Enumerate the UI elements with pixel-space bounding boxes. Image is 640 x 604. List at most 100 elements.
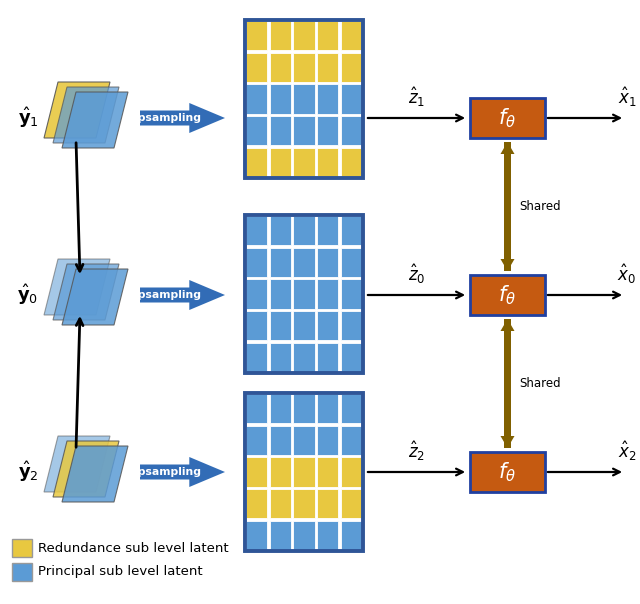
Bar <box>340 394 362 423</box>
Text: $\hat{x}_2$: $\hat{x}_2$ <box>618 440 636 463</box>
Bar <box>293 521 315 550</box>
Bar <box>270 311 291 340</box>
Bar <box>317 85 338 114</box>
Bar <box>245 393 363 551</box>
Bar <box>317 280 338 309</box>
Bar <box>246 521 268 550</box>
Bar <box>317 457 338 487</box>
Text: $\hat{x}_0$: $\hat{x}_0$ <box>618 262 637 286</box>
Text: Upsampling: Upsampling <box>129 113 201 123</box>
Bar <box>317 53 338 82</box>
Bar <box>340 457 362 487</box>
Text: $f_\theta$: $f_\theta$ <box>499 106 516 130</box>
Polygon shape <box>44 82 110 138</box>
Bar <box>317 116 338 145</box>
Polygon shape <box>44 259 110 315</box>
Polygon shape <box>62 269 128 325</box>
Bar <box>293 342 315 372</box>
Bar <box>340 521 362 550</box>
Bar <box>246 147 268 177</box>
Bar <box>270 394 291 423</box>
Text: $\hat{\mathbf{y}}_0$: $\hat{\mathbf{y}}_0$ <box>17 283 38 307</box>
Polygon shape <box>500 319 515 331</box>
Text: $\hat{z}_2$: $\hat{z}_2$ <box>408 440 425 463</box>
Bar <box>293 280 315 309</box>
Bar <box>246 311 268 340</box>
Bar <box>270 280 291 309</box>
Bar <box>246 216 268 245</box>
Bar <box>293 489 315 518</box>
Bar <box>317 248 338 277</box>
Bar <box>245 215 363 373</box>
Bar <box>317 342 338 372</box>
Bar <box>12 539 32 557</box>
Bar <box>293 116 315 145</box>
Bar <box>246 21 268 50</box>
Bar <box>293 426 315 455</box>
Bar <box>246 280 268 309</box>
Text: $\hat{z}_0$: $\hat{z}_0$ <box>408 262 425 286</box>
Polygon shape <box>500 259 515 271</box>
Text: $f_\theta$: $f_\theta$ <box>499 283 516 307</box>
Bar <box>293 248 315 277</box>
Bar <box>293 216 315 245</box>
Text: $f_\theta$: $f_\theta$ <box>499 460 516 484</box>
Bar <box>246 116 268 145</box>
Bar <box>270 248 291 277</box>
Polygon shape <box>62 92 128 148</box>
Bar <box>470 98 545 138</box>
Polygon shape <box>500 142 515 154</box>
Bar <box>317 21 338 50</box>
Bar <box>293 147 315 177</box>
Polygon shape <box>500 436 515 448</box>
Bar <box>470 452 545 492</box>
Bar <box>317 426 338 455</box>
Bar <box>270 457 291 487</box>
Bar <box>270 116 291 145</box>
Polygon shape <box>140 103 225 133</box>
Polygon shape <box>140 457 225 487</box>
Bar <box>340 489 362 518</box>
Text: $\hat{z}_1$: $\hat{z}_1$ <box>408 85 425 109</box>
Bar <box>317 521 338 550</box>
Bar <box>340 85 362 114</box>
Polygon shape <box>53 264 119 320</box>
Bar <box>504 142 511 271</box>
Text: $\hat{\mathbf{y}}_2$: $\hat{\mathbf{y}}_2$ <box>18 460 38 484</box>
Bar <box>317 311 338 340</box>
Bar <box>340 280 362 309</box>
Bar <box>293 53 315 82</box>
Bar <box>340 342 362 372</box>
Bar <box>270 147 291 177</box>
Bar <box>246 53 268 82</box>
Bar <box>246 342 268 372</box>
Bar <box>245 20 363 178</box>
Bar <box>246 394 268 423</box>
Polygon shape <box>62 446 128 502</box>
Bar <box>293 85 315 114</box>
Polygon shape <box>140 280 225 310</box>
Bar <box>293 21 315 50</box>
Bar <box>504 319 511 448</box>
Bar <box>340 53 362 82</box>
Bar <box>270 489 291 518</box>
Bar <box>12 563 32 581</box>
Bar <box>293 394 315 423</box>
Text: Redundance sub level latent: Redundance sub level latent <box>38 542 228 554</box>
Bar <box>270 216 291 245</box>
Text: Principal sub level latent: Principal sub level latent <box>38 565 203 579</box>
Text: Shared: Shared <box>520 377 561 390</box>
Polygon shape <box>53 441 119 497</box>
Bar <box>246 426 268 455</box>
Text: $\hat{x}_1$: $\hat{x}_1$ <box>618 85 636 109</box>
Text: Upsampling: Upsampling <box>129 467 201 477</box>
Bar <box>340 248 362 277</box>
Bar <box>270 426 291 455</box>
Bar <box>340 216 362 245</box>
Bar <box>317 489 338 518</box>
Bar <box>270 521 291 550</box>
Bar <box>317 147 338 177</box>
Bar <box>340 21 362 50</box>
Bar <box>340 116 362 145</box>
Bar <box>246 85 268 114</box>
